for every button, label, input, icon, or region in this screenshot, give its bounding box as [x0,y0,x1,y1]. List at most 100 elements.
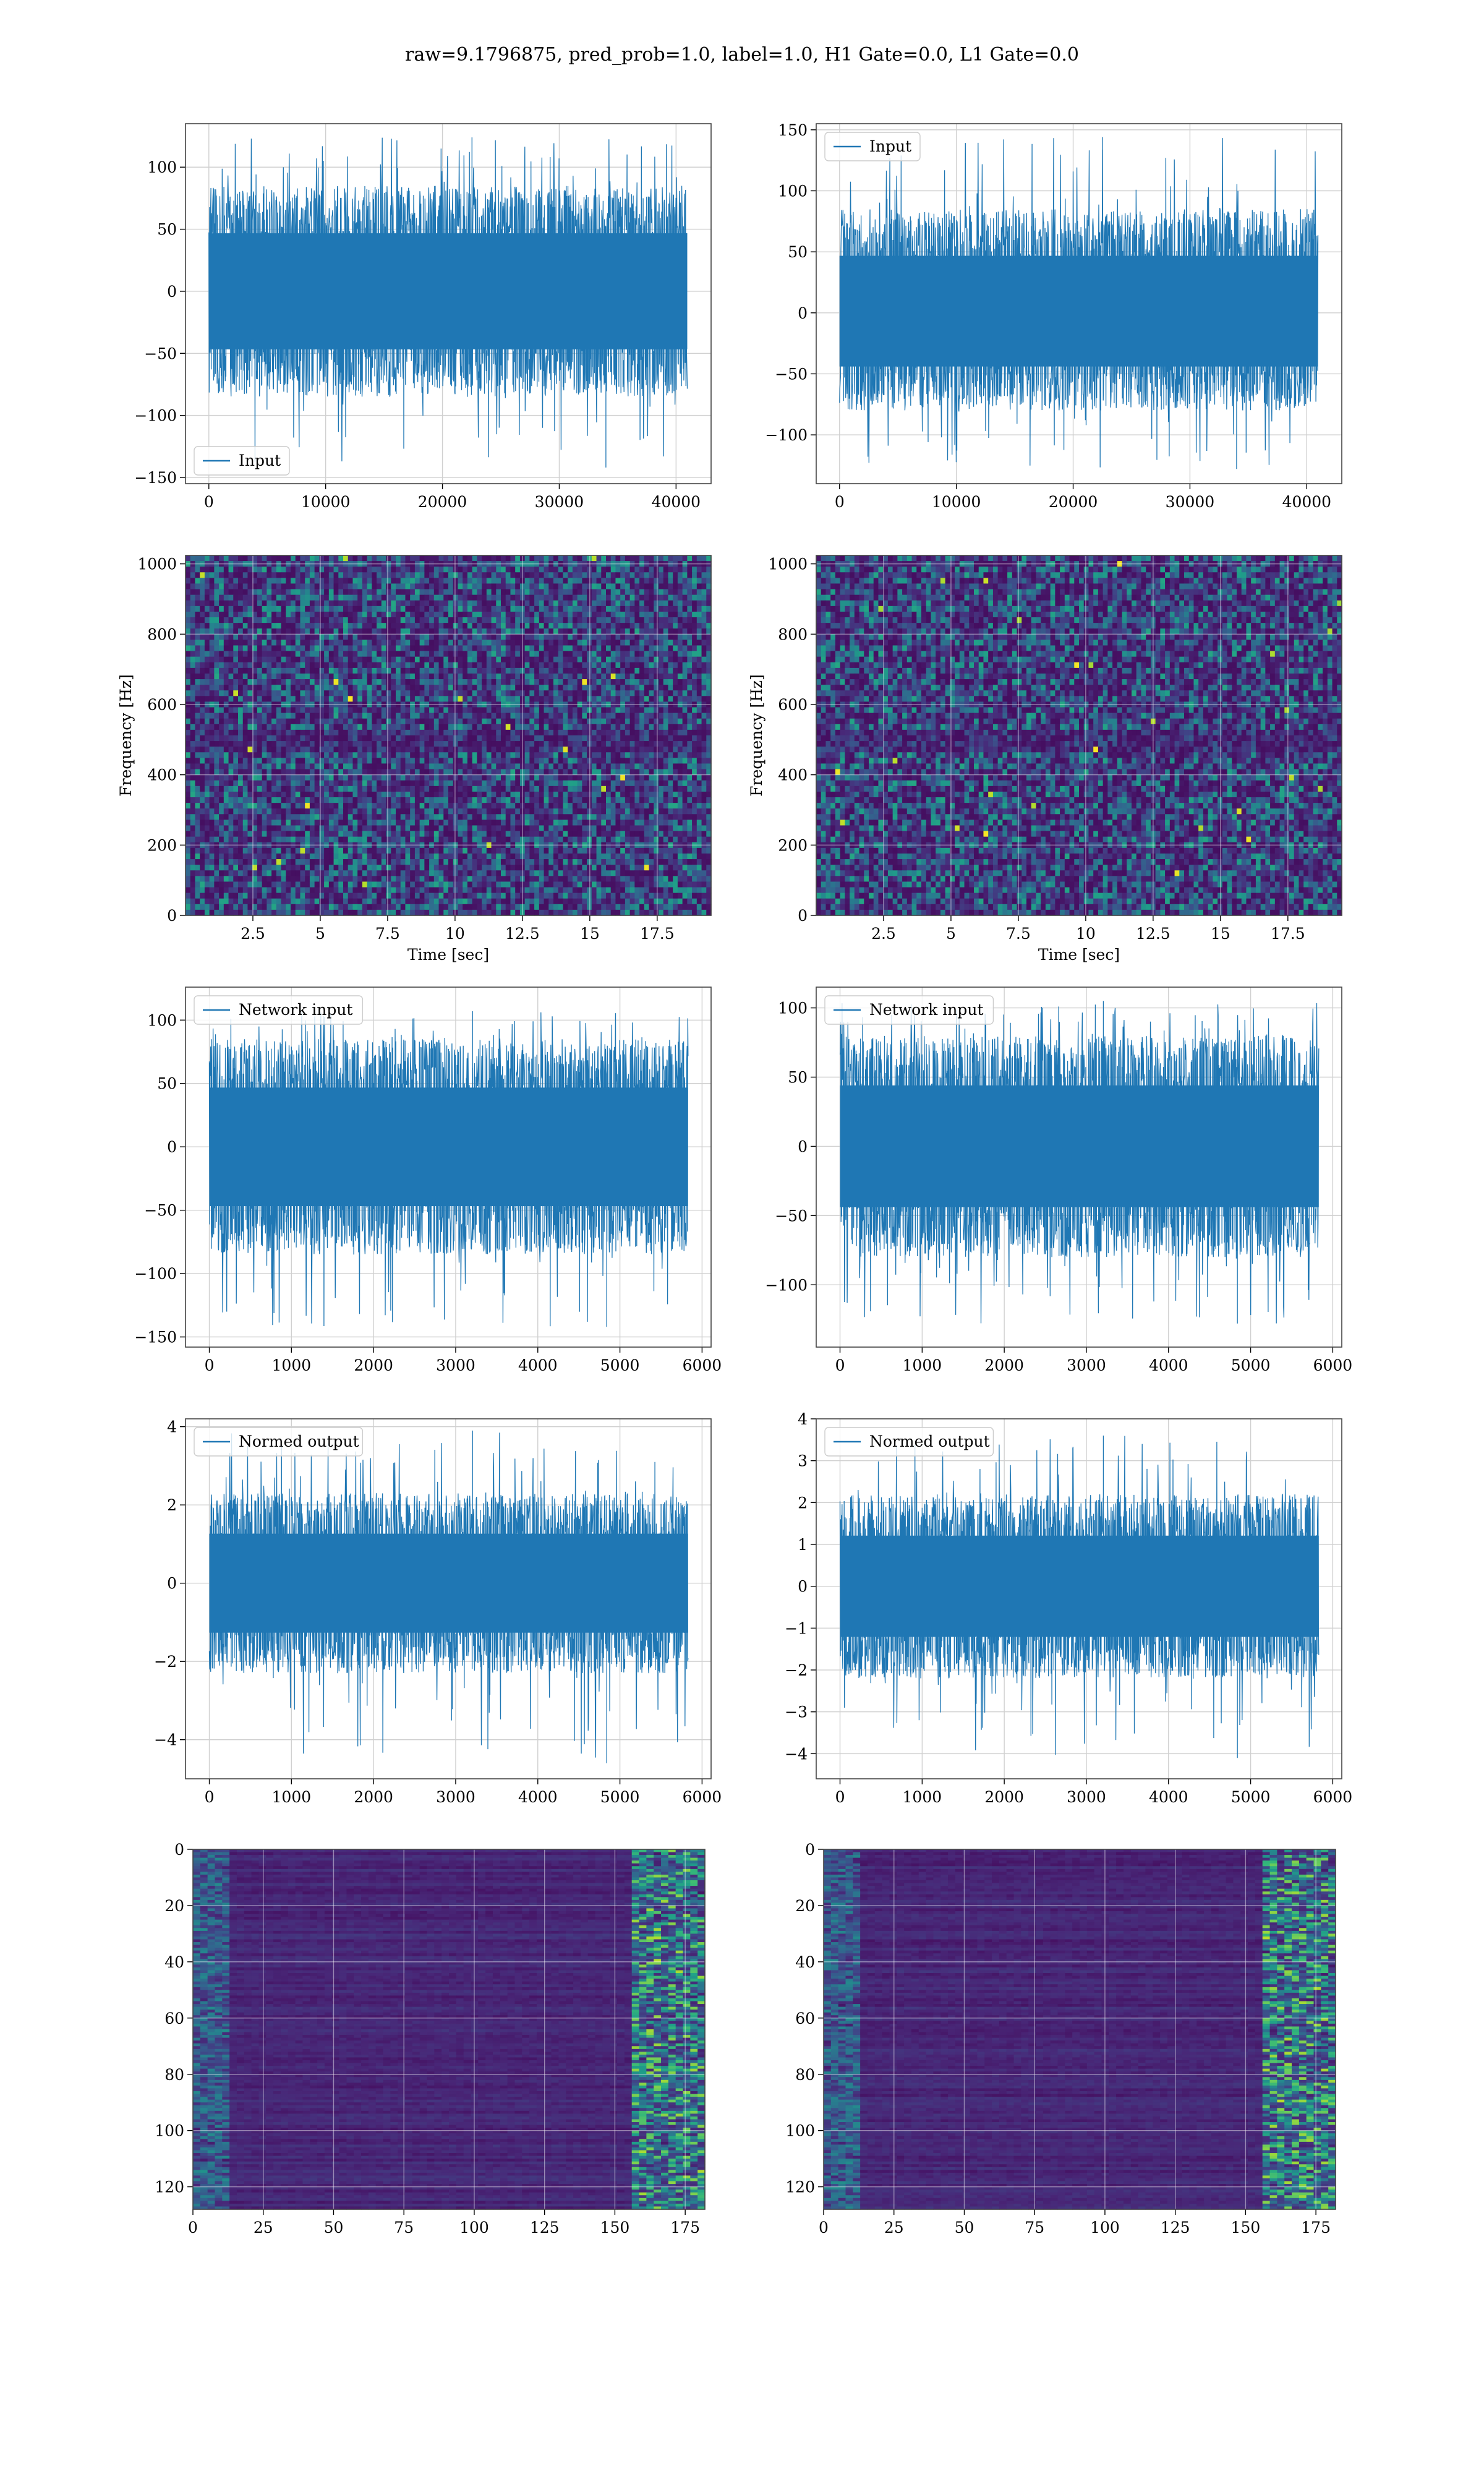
pixel [501,617,506,623]
pixel [414,791,420,798]
pixel [553,718,559,725]
pixel [286,578,291,584]
legend-box [824,132,921,161]
pixel [596,752,602,758]
pixel [247,797,253,803]
pixel [195,578,200,584]
pixel [534,774,540,781]
pixel [482,572,487,578]
pixel [548,797,554,803]
pixel [587,594,592,601]
pixel [238,758,244,764]
pixel [649,561,654,567]
pixel [644,606,650,612]
pixel [372,763,377,770]
pixel [338,578,344,584]
pixel [663,713,669,719]
pixel [252,645,258,652]
pixel [295,606,301,612]
pixel [558,578,564,584]
pixel [367,628,372,635]
pixel [591,561,597,567]
pixel [200,667,205,674]
pixel [352,611,358,618]
pixel [577,718,582,725]
pixel [214,662,220,669]
pixel [591,690,597,696]
pixel [582,679,587,685]
pixel [453,780,459,787]
pixel [276,662,282,669]
pixel [381,729,387,736]
pixel [544,673,549,680]
pixel [524,555,530,562]
pixel [582,729,587,736]
pixel [267,567,272,573]
pixel [587,623,592,629]
pixel [625,713,631,719]
pixel [491,707,497,714]
pixel [362,685,368,691]
pixel [391,645,396,652]
pixel [305,758,310,764]
pixel [677,758,683,764]
pixel [352,594,358,601]
pixel [692,578,697,584]
pixel [596,628,602,635]
pixel [419,763,425,770]
pixel [242,651,249,657]
pixel [219,690,224,696]
pixel [396,758,401,764]
pixel [433,589,440,596]
pixel [477,780,482,787]
pixel [596,685,602,691]
pixel [424,774,430,781]
pixel [687,606,693,612]
pixel [563,741,568,747]
pixel [544,589,549,596]
pixel [539,634,545,640]
pixel [223,617,229,623]
pixel [200,578,205,584]
pixel [706,623,712,629]
pixel [587,729,592,736]
pixel [328,774,335,781]
pixel [654,617,659,623]
pixel [338,747,344,753]
pixel [405,718,411,725]
pixel [696,617,702,623]
pixel [348,785,354,792]
pixel [414,713,420,719]
pixel [524,701,530,708]
pixel [615,673,621,680]
pixel [190,667,196,674]
pixel [433,679,440,685]
pixel [601,747,607,753]
pixel [391,718,396,725]
pixel [319,718,325,725]
pixel [634,774,640,781]
pixel [463,611,468,618]
pixel [424,617,430,623]
pixel [467,769,473,776]
pixel [276,561,282,567]
pixel [324,572,330,578]
pixel [309,741,315,747]
pixel [606,656,612,663]
pixel [281,741,286,747]
pixel [228,567,234,573]
pixel [596,718,602,725]
pixel [396,572,401,578]
pixel [615,634,621,640]
pixel [687,707,693,714]
pixel [247,791,253,798]
pixel [200,747,205,753]
pixel [190,578,196,584]
pixel [247,667,253,674]
pixel [328,685,335,691]
pixel [338,628,344,635]
pixel [305,701,310,708]
pixel [510,578,516,584]
pixel [242,645,249,652]
pixel [501,696,506,703]
